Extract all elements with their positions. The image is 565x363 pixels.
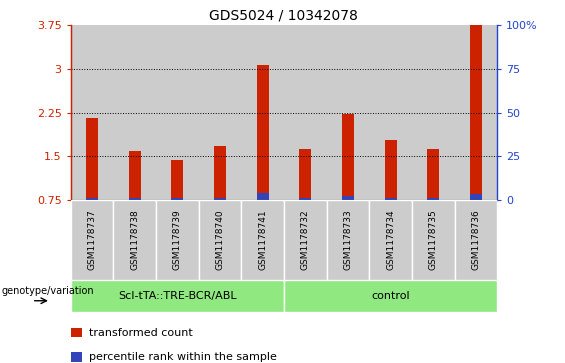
Bar bbox=[342, 114, 354, 200]
Text: percentile rank within the sample: percentile rank within the sample bbox=[89, 352, 276, 362]
Text: GSM1178737: GSM1178737 bbox=[88, 209, 97, 270]
Bar bbox=[470, 194, 482, 200]
Bar bbox=[214, 146, 226, 200]
Bar bbox=[241, 25, 284, 200]
Bar bbox=[71, 200, 113, 280]
Bar bbox=[284, 200, 327, 280]
Text: ScI-tTA::TRE-BCR/ABL: ScI-tTA::TRE-BCR/ABL bbox=[118, 291, 237, 301]
Text: control: control bbox=[371, 291, 410, 301]
Bar bbox=[412, 200, 454, 280]
Bar bbox=[327, 25, 370, 200]
Bar bbox=[284, 280, 497, 312]
Text: GSM1178741: GSM1178741 bbox=[258, 209, 267, 270]
Bar bbox=[113, 25, 156, 200]
Text: GSM1178739: GSM1178739 bbox=[173, 209, 182, 270]
Text: GSM1178738: GSM1178738 bbox=[130, 209, 139, 270]
Bar bbox=[71, 352, 82, 362]
Bar bbox=[327, 200, 370, 280]
Bar bbox=[241, 200, 284, 280]
Bar bbox=[257, 65, 268, 200]
Bar bbox=[385, 140, 397, 200]
Bar bbox=[257, 193, 268, 200]
Bar bbox=[370, 25, 412, 200]
Bar bbox=[71, 328, 82, 337]
Bar bbox=[299, 148, 311, 200]
Bar bbox=[454, 25, 497, 200]
Text: GSM1178732: GSM1178732 bbox=[301, 209, 310, 270]
Title: GDS5024 / 10342078: GDS5024 / 10342078 bbox=[210, 9, 358, 23]
Bar bbox=[86, 118, 98, 200]
Text: genotype/variation: genotype/variation bbox=[1, 286, 94, 296]
Bar bbox=[299, 199, 311, 200]
Bar bbox=[71, 280, 284, 312]
Bar bbox=[412, 25, 454, 200]
Bar bbox=[427, 148, 439, 200]
Bar bbox=[385, 199, 397, 200]
Bar bbox=[214, 199, 226, 200]
Text: GSM1178735: GSM1178735 bbox=[429, 209, 438, 270]
Text: GSM1178734: GSM1178734 bbox=[386, 209, 395, 270]
Bar bbox=[342, 196, 354, 200]
Bar bbox=[86, 199, 98, 200]
Bar bbox=[129, 151, 141, 200]
Text: GSM1178733: GSM1178733 bbox=[344, 209, 353, 270]
Text: transformed count: transformed count bbox=[89, 327, 192, 338]
Bar bbox=[71, 25, 113, 200]
Bar bbox=[156, 200, 199, 280]
Bar bbox=[454, 200, 497, 280]
Bar bbox=[129, 199, 141, 200]
Bar bbox=[171, 199, 183, 200]
Bar bbox=[427, 199, 439, 200]
Text: GSM1178740: GSM1178740 bbox=[215, 209, 224, 270]
Bar bbox=[199, 200, 241, 280]
Text: GSM1178736: GSM1178736 bbox=[471, 209, 480, 270]
Bar bbox=[171, 160, 183, 200]
Bar bbox=[470, 25, 482, 200]
Bar bbox=[156, 25, 199, 200]
Bar bbox=[199, 25, 241, 200]
Bar bbox=[370, 200, 412, 280]
Bar bbox=[113, 200, 156, 280]
Bar bbox=[284, 25, 327, 200]
